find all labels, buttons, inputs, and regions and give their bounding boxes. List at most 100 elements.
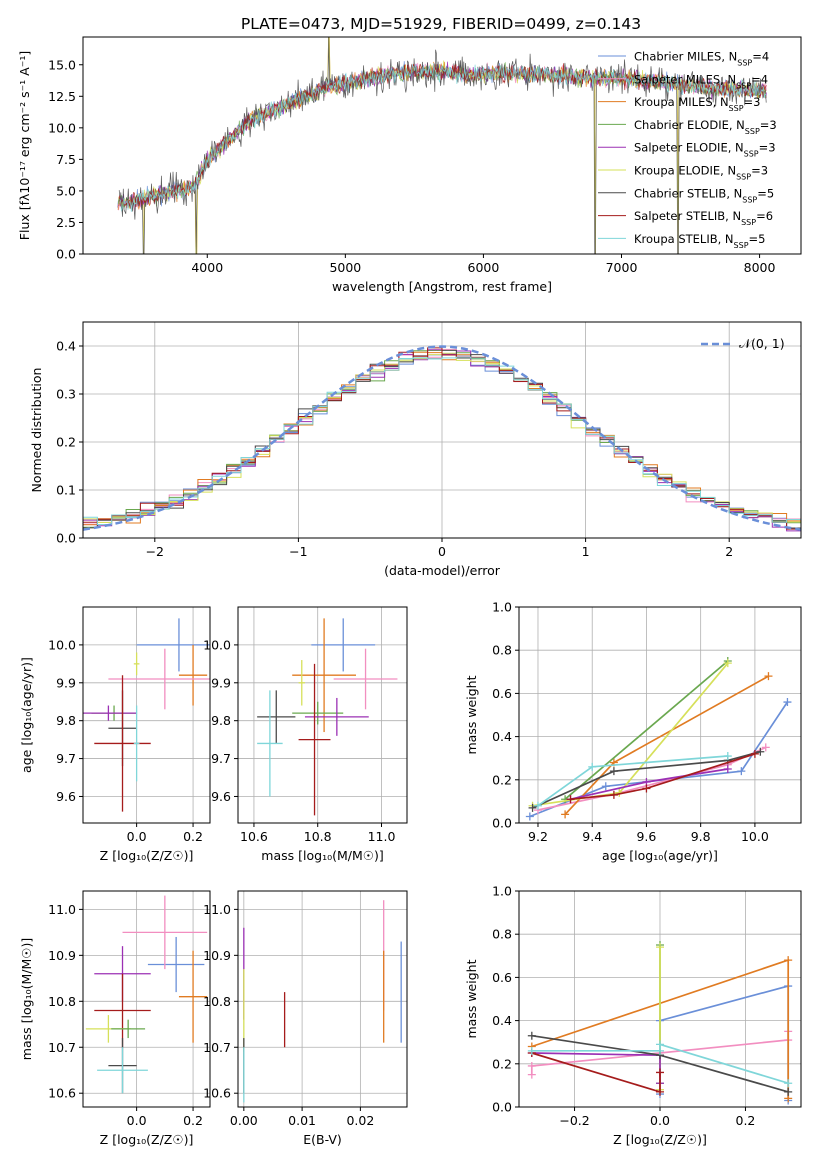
axes-frame	[518, 606, 802, 824]
normal-curve-line	[83, 345, 801, 531]
plot-area-residuals	[83, 345, 801, 532]
weight-point-marker	[527, 1070, 536, 1079]
x-axis-label: Z [log₁₀(Z/Z☉)]	[100, 848, 194, 863]
x-tick-label: 2	[725, 544, 733, 559]
plot-area-age_vs_Z	[83, 618, 210, 812]
weight-point-marker	[601, 782, 610, 791]
y-tick-label: 10.9	[48, 948, 76, 963]
y-tick-label: 15.0	[48, 57, 76, 72]
chart-mass_vs_Z: 0.0 0.2 10.6 10.7 10.8 10.9 11.0 Z [log₁₀(Z/Z☉)…	[19, 890, 211, 1147]
errorbar-mark	[111, 1019, 146, 1039]
y-tick-label: 0.0	[56, 531, 76, 546]
y-axis-label: Flux [fλ10⁻¹⁷ erg cm⁻² s⁻¹ A⁻¹]	[17, 51, 32, 240]
errorbar-mark	[97, 1047, 148, 1094]
y-tick-label: 9.9	[211, 675, 231, 690]
y-tick-label: 1.0	[492, 600, 512, 615]
errorbar-mark	[333, 648, 398, 710]
weight-point-marker	[784, 1079, 793, 1088]
y-tick-label: 0.2	[492, 1056, 512, 1071]
chart-residuals: 𝒩(0, 1) −2 −1 0 1 2 0.0 0.1 0.2 0.3 0.4 (data-model…	[29, 321, 802, 578]
weight-series-line	[659, 984, 790, 1101]
plot-area-spectrum	[117, 37, 767, 254]
x-tick-label: 4000	[191, 260, 223, 275]
y-tick-label: 0.0	[492, 816, 512, 831]
x-axis-label: E(B-V)	[303, 1132, 342, 1147]
y-tick-label: 2.5	[56, 215, 76, 230]
weight-point-marker	[737, 767, 746, 776]
legend-label: Kroupa ELODIE, NSSP=3	[634, 164, 768, 182]
weight-point-marker	[561, 810, 570, 819]
chart-age_vs_Z: 0.0 0.2 9.6 9.7 9.8 9.9 10.0 Z [log₁₀(Z/Z☉)] age…	[19, 606, 211, 863]
y-tick-label: 0.1	[56, 483, 76, 498]
y-tick-label: 12.5	[48, 89, 76, 104]
y-tick-label: 10.0	[48, 120, 76, 135]
x-axis-label: age [log₁₀(age/yr)]	[602, 848, 718, 863]
legend-label: Salpeter STELIB, NSSP=6	[634, 209, 773, 227]
y-tick-label: 0.0	[492, 1100, 512, 1115]
weight-point-marker	[528, 803, 537, 812]
errorbar-mark	[298, 663, 331, 816]
plot-area-weight_vs_Z	[527, 941, 793, 1105]
y-tick-label: 10.0	[48, 637, 76, 652]
legend-label: Kroupa STELIB, NSSP=5	[634, 232, 765, 250]
y-tick-label: 0.3	[56, 387, 76, 402]
spectrum-series-line	[119, 63, 767, 212]
axes-frame	[237, 606, 408, 824]
x-tick-label: 9.6	[636, 829, 656, 844]
errorbar-mark	[122, 895, 208, 970]
weight-point-marker	[527, 1031, 536, 1040]
plot-area-weight_vs_age	[525, 657, 792, 821]
axes-frame	[82, 606, 211, 824]
y-tick-label: 0.2	[492, 772, 512, 787]
y-tick-label: 1.0	[492, 884, 512, 899]
errorbar-mark	[311, 618, 376, 672]
errorbar-mark	[94, 973, 151, 1048]
y-tick-label: 11.0	[48, 902, 76, 917]
x-tick-label: 0.0	[650, 1113, 670, 1128]
weight-point-marker	[723, 752, 732, 761]
errorbar-mark	[178, 950, 208, 1043]
weight-point-marker	[609, 767, 618, 776]
axes-frame	[237, 890, 408, 1108]
figure-title: PLATE=0473, MJD=51929, FIBERID=0499, z=0…	[241, 15, 641, 33]
weight-point-marker	[642, 784, 651, 793]
weight-point-marker	[723, 659, 732, 668]
errorbar-mark	[136, 618, 210, 672]
x-tick-label: 0.2	[183, 829, 203, 844]
legend-label: Kroupa MILES, NSSP=3	[634, 95, 760, 113]
x-tick-label: 9.2	[528, 829, 548, 844]
x-tick-label: −0.2	[559, 1113, 589, 1128]
errorbar-mark	[133, 705, 140, 782]
errorbar-mark	[94, 675, 151, 812]
chart-weight_vs_age: 9.2 9.4 9.6 9.8 10.0 0.0 0.2 0.4 0.6 0.8 1.0 age [l…	[464, 600, 802, 863]
x-axis-label: Z [log₁₀(Z/Z☉)]	[100, 1132, 194, 1147]
plot-area-age_vs_mass	[257, 618, 398, 816]
weight-series-line	[564, 660, 729, 800]
errorbar-mark	[108, 648, 210, 710]
chart-mass_vs_EBV: 0.00 0.01 0.02 10.6 10.7 10.8 10.9 11.0 E(B-V)	[203, 890, 408, 1147]
weight-point-marker	[588, 762, 597, 771]
weight-point-marker	[784, 1087, 793, 1096]
y-tick-label: 0.8	[492, 643, 512, 658]
chart-age_vs_mass: 10.6 10.8 11.0 9.6 9.7 9.8 9.9 10.0 mass [log₁₀(…	[203, 606, 408, 863]
x-axis-label: Z [log₁₀(Z/Z☉)]	[613, 1132, 707, 1147]
x-tick-label: 7000	[606, 260, 638, 275]
weight-point-marker	[764, 672, 773, 681]
x-tick-label: 1	[582, 544, 590, 559]
legend-label: Chabrier STELIB, NSSP=5	[634, 186, 774, 204]
y-tick-label: 0.0	[56, 247, 76, 262]
plot-area-mass_vs_EBV	[243, 900, 402, 1103]
weight-point-marker	[656, 1087, 664, 1096]
y-tick-label: 10.7	[203, 1040, 231, 1055]
y-tick-label: 0.6	[492, 686, 512, 701]
y-tick-label: 10.9	[203, 948, 231, 963]
histogram-step-line	[83, 356, 801, 525]
weight-series-line	[531, 1052, 661, 1084]
x-tick-label: 9.4	[582, 829, 602, 844]
x-tick-label: 0.2	[183, 1113, 203, 1128]
weight-point-marker	[750, 749, 759, 758]
weight-point-marker	[527, 1046, 536, 1055]
y-tick-label: 10.0	[203, 637, 231, 652]
errorbar-mark	[133, 652, 140, 676]
